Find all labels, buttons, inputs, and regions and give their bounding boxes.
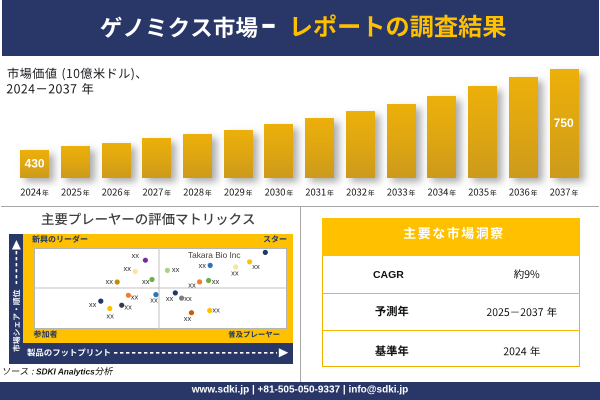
svg-text:xx: xx <box>184 294 192 303</box>
svg-text:xx: xx <box>199 261 207 270</box>
svg-text:xx: xx <box>188 281 196 290</box>
svg-text:xx: xx <box>172 265 180 274</box>
svg-text:xx: xx <box>212 277 220 286</box>
svg-text:xx: xx <box>231 269 239 278</box>
svg-text:xx: xx <box>124 264 132 273</box>
svg-text:Takara Bio Inc: Takara Bio Inc <box>188 250 241 260</box>
svg-text:xx: xx <box>212 306 220 315</box>
svg-text:750: 750 <box>554 116 574 130</box>
svg-text:xx: xx <box>132 251 140 260</box>
svg-text:xx: xx <box>131 293 139 302</box>
svg-text:xx: xx <box>89 300 97 309</box>
svg-text:xx: xx <box>166 294 174 303</box>
svg-text:xx: xx <box>106 277 114 286</box>
svg-text:xx: xx <box>150 296 158 305</box>
svg-text:SDKI Analytics: SDKI Analytics <box>36 367 95 377</box>
svg-text:www.sdki.jp | +81-505-050-9337: www.sdki.jp | +81-505-050-9337 | info@sd… <box>191 384 408 395</box>
svg-text:CAGR: CAGR <box>373 269 404 281</box>
svg-text:xx: xx <box>252 262 260 271</box>
svg-text:430: 430 <box>25 157 45 171</box>
svg-text:xx: xx <box>142 277 150 286</box>
svg-text:xx: xx <box>184 314 192 323</box>
svg-text:xx: xx <box>106 312 114 321</box>
svg-text:xx: xx <box>124 303 132 312</box>
